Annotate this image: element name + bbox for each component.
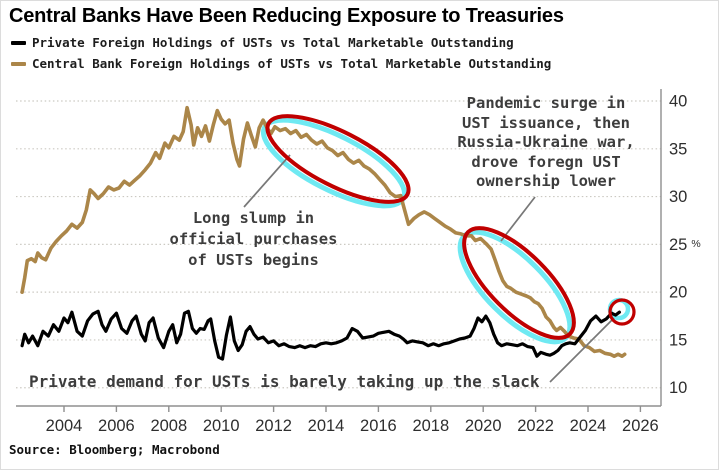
y-axis-label-25: 25% — [669, 236, 701, 254]
legend-swatch-private — [11, 40, 26, 45]
x-axis-label-2026: 2026 — [622, 417, 659, 435]
x-axis-label-2012: 2012 — [255, 417, 292, 435]
circle-private-end-red — [608, 298, 636, 326]
annotation-long-slump: Long slump in official purchases of USTs… — [169, 209, 338, 269]
ellipse-long-slump-red — [265, 114, 411, 204]
x-axis-label-2004: 2004 — [46, 417, 83, 435]
y-axis-unit: % — [691, 238, 700, 250]
y-axis-label-40: 40 — [669, 93, 687, 111]
legend-item-central-bank: Central Bank Foreign Holdings of USTs vs… — [11, 56, 551, 71]
callout-long-slump — [243, 154, 291, 208]
series-line-central-bank — [20, 105, 627, 359]
y-axis-label-30: 30 — [669, 188, 687, 206]
legend-swatch-central-bank — [11, 61, 26, 66]
x-axis-label-2014: 2014 — [308, 417, 345, 435]
series-line-private — [20, 309, 622, 361]
annotation-private-demand: Private demand for USTs is barely taking… — [29, 372, 540, 391]
ellipse-pandemic-drop-red — [462, 226, 576, 340]
source-note: Source: Bloomberg; Macrobond — [9, 442, 220, 457]
x-axis-label-2018: 2018 — [412, 417, 449, 435]
x-axis-label-2022: 2022 — [517, 417, 554, 435]
x-axis-label-2024: 2024 — [570, 417, 607, 435]
y-axis-label-15: 15 — [669, 331, 687, 349]
x-axis-label-2006: 2006 — [98, 417, 135, 435]
y-axis-label-20: 20 — [669, 284, 687, 302]
x-axis-label-2008: 2008 — [150, 417, 187, 435]
x-axis-label-2010: 2010 — [203, 417, 240, 435]
legend-label-central-bank: Central Bank Foreign Holdings of USTs vs… — [32, 56, 552, 71]
x-axis-label-2016: 2016 — [360, 417, 397, 435]
x-axis-label-2020: 2020 — [465, 417, 502, 435]
y-axis-label-10: 10 — [669, 379, 687, 397]
legend-item-private: Private Foreign Holdings of USTs vs Tota… — [11, 35, 514, 50]
callout-pandemic — [500, 196, 536, 242]
y-axis-label-35: 35 — [669, 140, 687, 158]
chart-title: Central Banks Have Been Reducing Exposur… — [9, 5, 564, 27]
annotation-pandemic: Pandemic surge in UST issuance, then Rus… — [457, 94, 635, 190]
legend-label-private: Private Foreign Holdings of USTs vs Tota… — [32, 35, 514, 50]
callout-private-demand — [549, 317, 615, 383]
